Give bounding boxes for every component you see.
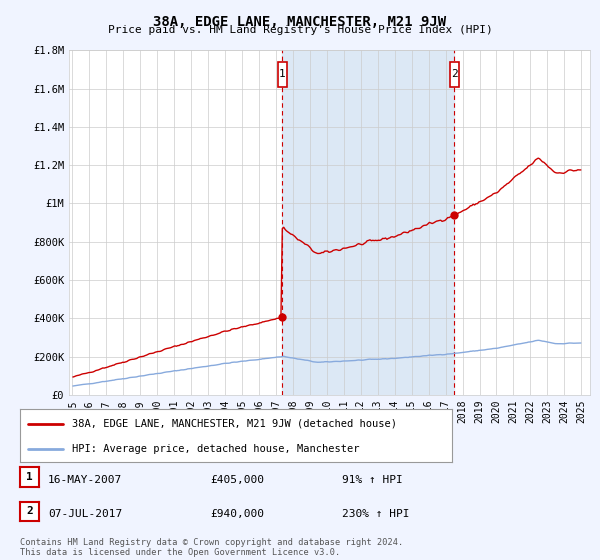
Text: 38A, EDGE LANE, MANCHESTER, M21 9JW (detached house): 38A, EDGE LANE, MANCHESTER, M21 9JW (det… xyxy=(71,419,397,429)
Text: 38A, EDGE LANE, MANCHESTER, M21 9JW: 38A, EDGE LANE, MANCHESTER, M21 9JW xyxy=(154,15,446,29)
Text: 1: 1 xyxy=(279,69,286,79)
Text: 2: 2 xyxy=(451,69,458,79)
Text: £405,000: £405,000 xyxy=(210,475,264,485)
Text: 2: 2 xyxy=(26,506,33,516)
Bar xyxy=(282,50,454,395)
Text: 16-MAY-2007: 16-MAY-2007 xyxy=(48,475,122,485)
Bar xyxy=(278,62,287,87)
Text: 91% ↑ HPI: 91% ↑ HPI xyxy=(342,475,403,485)
Text: Contains HM Land Registry data © Crown copyright and database right 2024.
This d: Contains HM Land Registry data © Crown c… xyxy=(20,538,403,557)
Text: 1: 1 xyxy=(26,472,33,482)
Text: HPI: Average price, detached house, Manchester: HPI: Average price, detached house, Manc… xyxy=(71,444,359,454)
Text: 07-JUL-2017: 07-JUL-2017 xyxy=(48,509,122,519)
Text: £940,000: £940,000 xyxy=(210,509,264,519)
Bar xyxy=(450,62,459,87)
Text: Price paid vs. HM Land Registry's House Price Index (HPI): Price paid vs. HM Land Registry's House … xyxy=(107,25,493,35)
Text: 230% ↑ HPI: 230% ↑ HPI xyxy=(342,509,409,519)
